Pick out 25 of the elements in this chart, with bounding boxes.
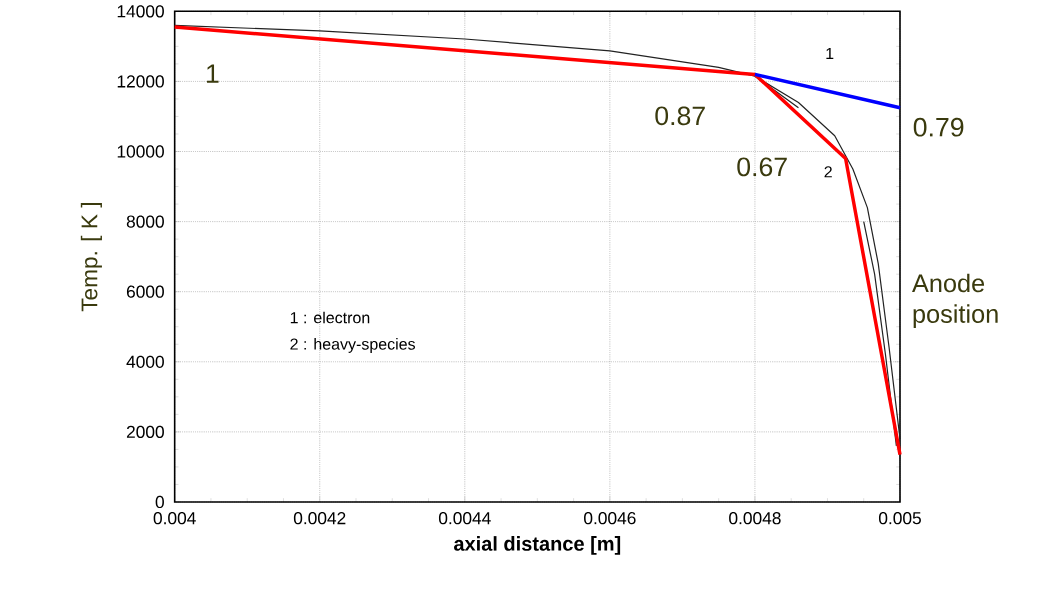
x-tick-label: 0.0042: [293, 512, 346, 525]
annotation: 1 : electron: [290, 311, 370, 324]
annotation: 1: [207, 64, 219, 83]
annotation: 0.79: [913, 117, 964, 137]
y-tick-label: 8000: [126, 215, 164, 228]
y-tick-label: 10000: [117, 145, 164, 158]
y-tick-label: 14000: [117, 5, 164, 18]
x-tick-label: 0.004: [153, 512, 196, 525]
x-tick-label: 0.005: [878, 512, 921, 525]
annotation: 2 : heavy-species: [290, 338, 416, 353]
annotation: 2: [824, 166, 832, 178]
y-tick-label: 12000: [117, 75, 164, 88]
text: Anode position: [912, 273, 998, 328]
y-tick-label: 2000: [126, 425, 164, 439]
x-axis-title: axial distance [m]: [454, 536, 621, 555]
y-tick-label: 0: [155, 495, 164, 509]
y-axis-title: Temp. [ K ]: [80, 203, 102, 312]
x-tick-label: 0.0048: [729, 512, 781, 525]
x-tick-label: 0.0046: [584, 512, 636, 525]
x-tick-label: 0.0044: [438, 512, 491, 525]
annotation: 0.67: [737, 157, 787, 177]
annotation: 0.87: [655, 106, 705, 126]
y-tick-label: 4000: [126, 355, 164, 368]
y-tick-label: 6000: [126, 285, 164, 298]
annotation: 1: [826, 48, 834, 60]
